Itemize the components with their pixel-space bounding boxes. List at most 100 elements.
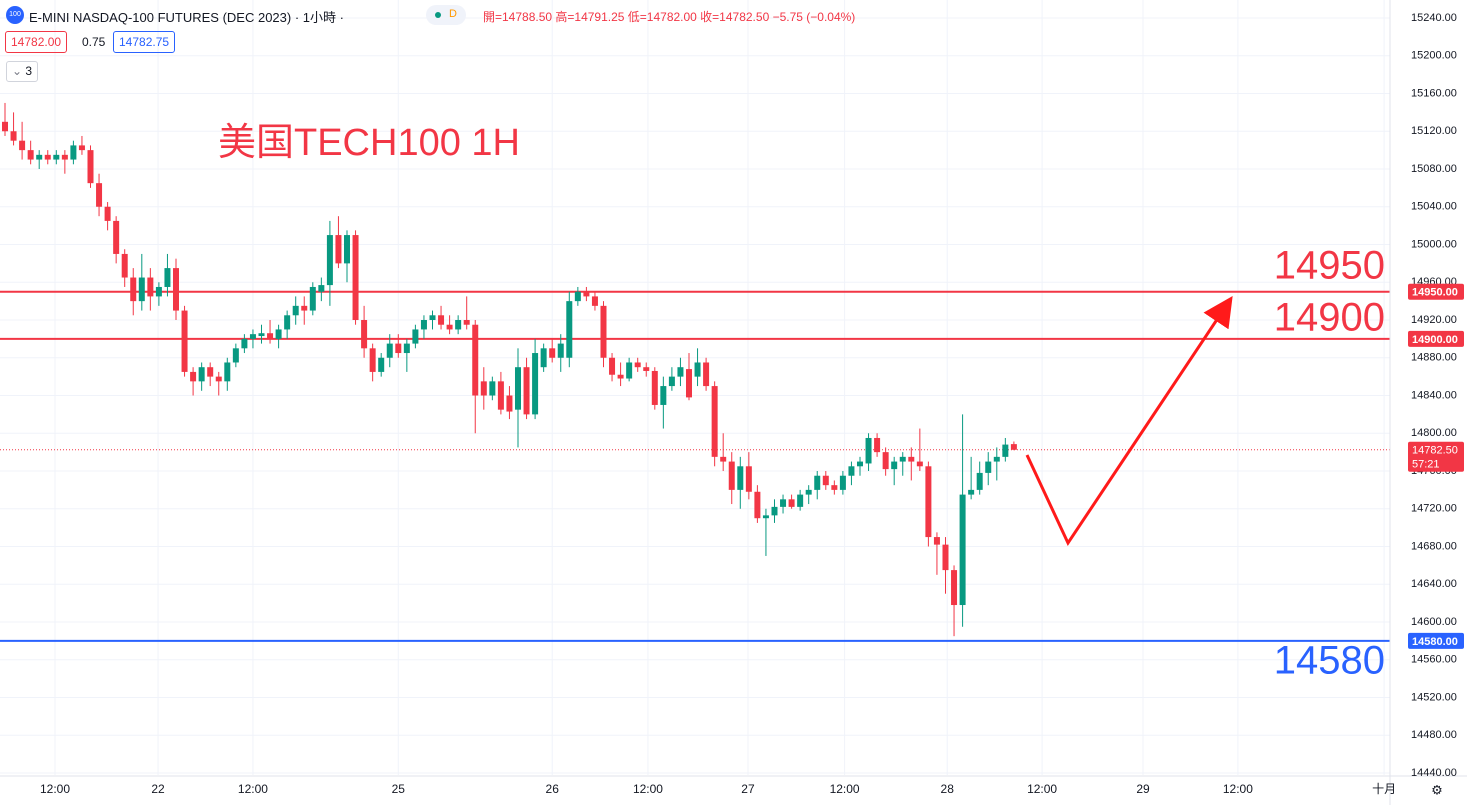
candle-body	[224, 362, 231, 382]
level-label: 14950	[1274, 243, 1385, 287]
candle-body	[318, 285, 325, 292]
candle-body	[891, 461, 898, 470]
candle-body	[96, 183, 103, 207]
candle-body	[292, 305, 299, 316]
candle-body	[78, 145, 85, 151]
candle-body	[609, 357, 616, 375]
level-axis-label: 14950.00	[1412, 287, 1458, 299]
spread: 0.75	[82, 35, 106, 49]
candle-body	[361, 320, 368, 349]
candle-body	[172, 268, 179, 311]
y-tick-label: 14920.00	[1411, 314, 1457, 326]
bid-price[interactable]: 14782.00	[5, 31, 68, 53]
candle-body	[651, 370, 658, 405]
indicator-count: 3	[25, 64, 33, 78]
candle-body	[284, 315, 291, 330]
candle-body	[267, 333, 274, 339]
x-tick-label: 12:00	[1027, 782, 1057, 796]
candle-body	[472, 324, 479, 396]
candle-body	[27, 150, 34, 160]
candle-body	[44, 154, 51, 160]
candle-body	[634, 362, 641, 368]
candle-body	[241, 338, 248, 349]
candle-body	[138, 277, 145, 302]
y-tick-label: 14880.00	[1411, 352, 1457, 364]
candle-body	[694, 362, 701, 377]
candle-body	[916, 461, 923, 467]
status: D	[449, 8, 457, 20]
candle-body	[232, 348, 239, 363]
candle-body	[549, 348, 556, 358]
candle-body	[326, 235, 333, 286]
candle-body	[1002, 444, 1009, 457]
candle-body	[386, 343, 393, 358]
last-price-box	[1408, 441, 1464, 472]
candle-body	[53, 154, 60, 160]
countdown: 57:21	[1412, 459, 1440, 471]
candle-body	[908, 456, 915, 462]
x-tick-label: 12:00	[238, 782, 268, 796]
candle-body	[352, 235, 359, 321]
x-tick-label: 25	[392, 782, 406, 796]
candle-body	[814, 475, 821, 490]
candle-body	[566, 301, 573, 358]
candle-body	[429, 315, 436, 321]
candle-body	[438, 315, 445, 325]
candle-body	[720, 456, 727, 462]
x-tick-label: 26	[546, 782, 560, 796]
candle-body	[70, 145, 77, 160]
x-tick-label: 十月	[1372, 782, 1396, 796]
candle-body	[215, 376, 222, 382]
x-tick-label: 12:00	[830, 782, 860, 796]
candle-body	[207, 367, 214, 377]
candle-body	[395, 343, 402, 354]
indicators-toggle[interactable]: ⌄ 3	[6, 61, 38, 82]
y-tick-label: 15080.00	[1411, 163, 1457, 175]
annotation: 美国TECH100 1H	[218, 122, 520, 164]
candle-body	[455, 320, 462, 330]
candle-body	[532, 353, 539, 415]
x-tick-label: 28	[941, 782, 955, 796]
y-tick-label: 15240.00	[1411, 12, 1457, 24]
candle-body	[10, 131, 17, 141]
y-tick-label: 14480.00	[1411, 729, 1457, 741]
level-axis-label: 14900.00	[1412, 334, 1458, 346]
candle-body	[771, 506, 778, 516]
candle-body	[856, 461, 863, 467]
candle-body	[574, 291, 581, 302]
candle-body	[959, 494, 966, 606]
x-tick-label: 12:00	[40, 782, 70, 796]
candle-body	[703, 362, 710, 387]
candle-body	[762, 515, 769, 519]
candle-body	[523, 367, 530, 415]
candle-body	[822, 475, 829, 486]
candle-body	[933, 537, 940, 545]
candle-body	[540, 348, 547, 368]
candle-body	[87, 150, 94, 184]
candle-body	[258, 333, 265, 337]
candle-body	[301, 305, 308, 311]
candle-body	[882, 452, 889, 470]
symbol-title[interactable]: E-MINI NASDAQ-100 FUTURES (DEC 2023) · 1…	[29, 10, 344, 25]
y-tick-label: 14560.00	[1411, 654, 1457, 666]
candle-body	[951, 570, 958, 606]
candle-body	[164, 268, 171, 287]
ask-price[interactable]: 14782.75	[113, 31, 176, 53]
candle-body	[643, 367, 650, 371]
candle-body	[805, 489, 812, 495]
y-tick-label: 14840.00	[1411, 389, 1457, 401]
level-label: 14580	[1274, 638, 1385, 682]
x-tick-label: 27	[741, 782, 755, 796]
candle-body	[19, 140, 26, 151]
candle-body	[463, 320, 470, 325]
candle-body	[993, 456, 1000, 462]
settings-icon[interactable]: ⚙	[1431, 782, 1443, 797]
candle-body	[378, 357, 385, 372]
level-label: 14900	[1274, 295, 1385, 339]
y-tick-label: 14440.00	[1411, 767, 1457, 779]
candle-body	[745, 466, 752, 492]
candle-body	[343, 235, 350, 264]
status-pill[interactable]: D	[426, 5, 466, 25]
